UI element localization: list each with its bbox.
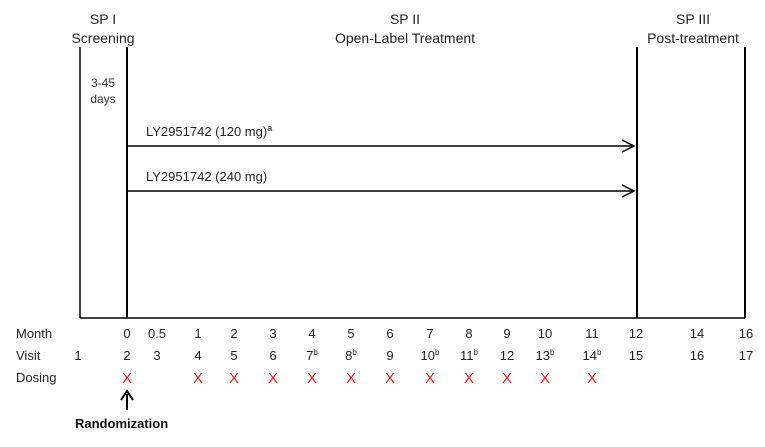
dosing-mark: X [540,370,550,387]
visit-cell: 13b [536,348,555,363]
visit-cell: 6 [269,348,276,363]
month-cell: 8 [465,326,472,341]
dosing-mark: X [268,370,278,387]
visit-footnote: b [435,348,440,357]
dosing-mark: X [307,370,317,387]
row-label-month: Month [16,326,52,341]
month-cell: 5 [347,326,354,341]
dosing-mark: X [425,370,435,387]
visit-cell: 4 [194,348,201,363]
month-cell: 3 [269,326,276,341]
period-2-subtitle: Open-Label Treatment [335,30,475,46]
visit-cell: 8b [345,348,357,363]
month-cell: 0 [123,326,130,341]
arm-2-label: LY2951742 (240 mg) [146,169,267,184]
visit-cell: 17 [739,348,753,363]
visit-cell: 7b [306,348,318,363]
month-cell: 7 [426,326,433,341]
visit-schedule: 102X0.5314X25X36X47bX58bX69X710bX811bX91… [74,326,753,387]
month-cell: 12 [629,326,643,341]
dosing-mark: X [385,370,395,387]
visit-footnote: b [313,348,318,357]
visit-cell: 9 [386,348,393,363]
month-cell: 6 [386,326,393,341]
period-3-title: SP III [676,11,710,27]
dosing-mark: X [229,370,239,387]
visit-footnote: b [352,348,357,357]
arm-1-label: LY2951742 (120 mg)a [146,123,272,139]
screening-duration-line1: 3-45 [91,76,115,90]
month-cell: 11 [585,326,599,341]
dosing-mark: X [193,370,203,387]
month-cell: 10 [538,326,552,341]
row-label-visit: Visit [16,348,41,363]
month-cell: 9 [503,326,510,341]
visit-cell: 5 [230,348,237,363]
month-cell: 16 [739,326,753,341]
row-label-dosing: Dosing [16,370,56,385]
arm-1-footnote: a [267,123,272,133]
visit-cell: 12 [500,348,514,363]
arm-2-arrowhead [621,184,636,198]
visit-cell: 16 [690,348,704,363]
visit-cell: 2 [123,348,130,363]
dosing-mark: X [346,370,356,387]
randomization-label: Randomization [75,416,168,431]
dosing-mark: X [502,370,512,387]
visit-cell: 14b [583,348,602,363]
period-1-subtitle: Screening [71,30,134,46]
visit-cell: 3 [153,348,160,363]
visit-cell: 1 [74,348,81,363]
visit-cell: 10b [421,348,440,363]
period-2-title: SP II [390,11,420,27]
month-cell: 1 [194,326,201,341]
month-cell: 14 [690,326,704,341]
period-1-title: SP I [90,11,116,27]
dosing-mark: X [464,370,474,387]
dosing-mark: X [122,370,132,387]
visit-footnote: b [550,348,555,357]
dosing-mark: X [587,370,597,387]
visit-footnote: b [597,348,602,357]
visit-cell: 15 [629,348,643,363]
period-3-subtitle: Post-treatment [647,30,739,46]
month-cell: 0.5 [148,326,166,341]
month-cell: 4 [308,326,315,341]
visit-footnote: b [474,348,479,357]
arm-1-arrowhead [621,139,636,153]
visit-cell: 11b [460,348,479,363]
randomization-arrowhead [120,389,134,401]
screening-duration-line2: days [90,92,115,106]
month-cell: 2 [230,326,237,341]
